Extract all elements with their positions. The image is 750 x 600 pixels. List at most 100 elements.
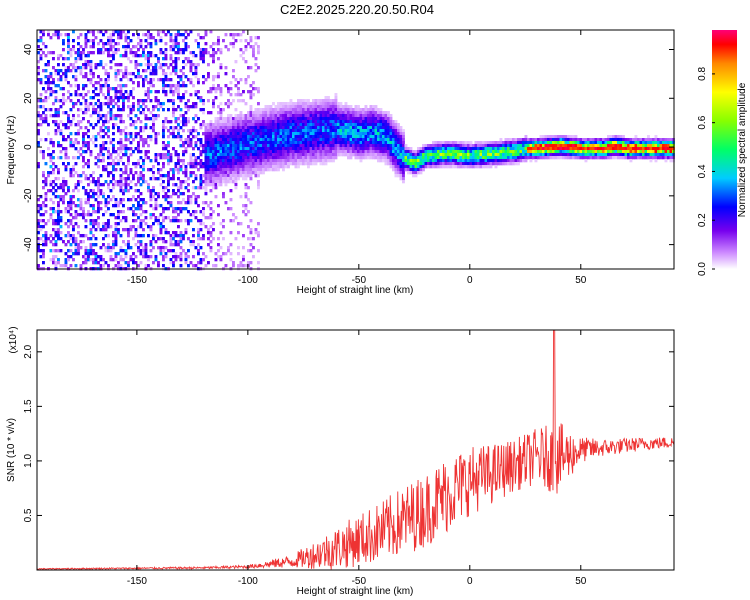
spectrogram-cell [399,168,403,172]
spectrogram-cell [557,156,560,160]
spectrogram-cell [499,153,503,157]
spectrogram-cell [377,126,380,130]
spectrogram-cell [519,159,523,163]
spectrogram-cell [234,177,238,181]
spectrogram-cell [162,84,165,88]
spectrogram-cell [162,255,165,259]
spectrogram-cell [197,219,200,223]
spectrogram-cell [87,192,90,196]
spectrogram-cell [257,135,260,139]
spectrogram-cell [307,144,310,148]
spectrogram-cell [62,63,65,67]
spectrogram-cell [469,144,473,148]
spectrogram-cell [104,96,108,100]
spectrogram-cell [427,165,430,169]
spectrogram-cell [184,123,188,127]
spectrogram-cell [74,213,78,217]
spectrogram-cell [169,177,173,181]
spectrogram-cell [274,144,278,148]
spectrogram-cell [592,153,595,157]
spectrogram-cell [554,156,558,160]
spectrogram-cell [467,147,470,151]
spectrogram-cell [74,156,78,160]
spectrogram-cell [107,75,110,79]
spectrogram-cell [639,147,643,151]
spectrogram-cell [212,102,215,106]
spectrogram-cell [182,159,185,163]
spectrogram-cell [257,138,260,142]
spectrogram-cell [52,114,55,118]
spectrogram-cell [217,171,220,175]
spectrogram-cell [217,168,220,172]
spectrogram-cell [64,66,68,70]
spectrogram-cell [289,138,293,142]
spectrogram-cell [474,165,478,169]
spectrogram-cell [224,180,228,184]
spectrogram-cell [239,147,243,151]
spectrogram-cell [409,150,413,154]
spectrogram-cell [137,174,140,178]
spectrogram-cell [267,105,270,109]
spectrogram-cell [622,150,625,154]
spectrogram-cell [182,162,185,166]
spectrogram-cell [134,213,138,217]
spectrogram-cell [314,159,318,163]
spectrogram-cell [67,69,70,73]
spectrogram-cell [492,147,495,151]
spectrogram-cell [99,129,103,133]
spectrogram-cell [224,168,228,172]
spectrogram-cell [607,144,610,148]
spectrogram-cell [389,129,393,133]
spectrogram-cell [364,123,368,127]
spectrogram-cell [84,60,88,64]
spectrogram-cell [312,135,315,139]
spectrogram-cell [457,147,460,151]
spectrogram-cell [187,33,190,37]
spectrogram-cell [234,132,238,136]
spectrogram-cell [49,216,53,220]
spectrogram-cell [142,102,145,106]
spectrogram-cell [324,117,328,121]
spectrogram-cell [124,36,128,40]
spectrogram-cell [57,231,60,235]
spectrogram-cell [439,141,443,145]
spectrogram-cell [594,147,598,151]
spectrogram-cell [477,156,480,160]
spectrogram-cell [139,222,143,226]
spectrogram-cell [192,234,195,238]
spectrogram-cell [47,63,50,67]
spectrogram-cell [224,156,228,160]
spectrogram-cell [172,216,175,220]
spectrogram-cell [229,207,233,211]
spectrogram-cell [57,234,60,238]
spectrogram-cell [357,141,360,145]
spectrogram-cell [97,165,100,169]
spectrogram-cell [439,159,443,163]
spectrogram-cell [102,42,105,46]
spectrogram-cell [107,225,110,229]
spectrogram-cell [252,156,255,160]
spectrogram-cell [414,168,418,172]
spectrogram-cell [189,159,193,163]
spectrogram-cell [254,231,258,235]
spectrogram-cell [439,162,443,166]
spectrogram-cell [59,69,63,73]
spectrogram-cell [542,150,545,154]
spectrogram-cell [339,144,343,148]
spectrogram-cell [112,114,115,118]
spectrogram-cell [454,165,458,169]
spectrogram-cell [282,147,285,151]
spectrogram-cell [87,120,90,124]
spectrogram-cell [357,120,360,124]
spectrogram-cell [197,90,200,94]
spectrogram-cell [344,135,348,139]
spectrogram-cell [344,153,348,157]
spectrogram-cell [177,189,180,193]
spectrogram-cell [164,120,168,124]
spectrogram-cell [177,153,180,157]
spectrogram-cell [374,132,378,136]
spectrogram-cell [332,153,335,157]
spectrogram-cell [84,39,88,43]
spectrogram-cell [204,33,208,37]
spectrogram-cell [227,147,230,151]
